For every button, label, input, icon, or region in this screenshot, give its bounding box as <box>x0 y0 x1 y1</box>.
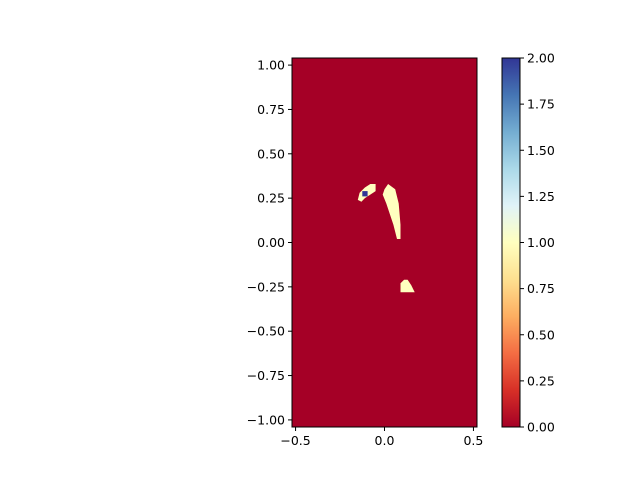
y-tick-label: −0.75 <box>247 368 285 383</box>
heatmap-background <box>292 58 477 427</box>
colorbar-tick-label: 2.00 <box>527 51 555 66</box>
heatmap-region-1 <box>362 191 368 197</box>
colorbar-tick-label: 0.25 <box>527 373 555 388</box>
colorbar-tick-label: 0.75 <box>527 281 555 296</box>
x-tick-label: −0.5 <box>280 433 310 448</box>
y-tick-label: −0.50 <box>247 324 285 339</box>
y-tick-label: 1.00 <box>257 58 285 73</box>
y-tick-label: 0.50 <box>257 146 285 161</box>
y-tick-label: −0.25 <box>247 279 285 294</box>
x-tick-label: 0.0 <box>375 433 395 448</box>
colorbar-tick-label: 0.50 <box>527 327 555 342</box>
y-tick-label: −1.00 <box>247 412 285 427</box>
heatmap-region-3 <box>400 279 415 293</box>
colorbar-tick-label: 1.25 <box>527 189 555 204</box>
colorbar-tick-label: 1.00 <box>527 235 555 250</box>
y-tick-label: 0.25 <box>257 191 285 206</box>
x-tick-label: 0.5 <box>463 433 483 448</box>
colorbar-axes: 0.00 0.25 0.50 0.75 1.00 1.25 1.50 1.75 2.00 <box>501 51 555 435</box>
colorbar <box>501 57 521 428</box>
colorbar-tick-label: 1.50 <box>527 143 555 158</box>
colorbar-tick-label: 1.75 <box>527 97 555 112</box>
heatmap-axes: −0.5 0.0 0.5 1.00 0.75 0.50 0.25 0.00 −0.25 −0.50… <box>247 57 483 448</box>
y-tick-label: 0.00 <box>257 235 285 250</box>
y-tick-label: 0.75 <box>257 102 285 117</box>
heatmap-region-2 <box>382 184 401 239</box>
colorbar-tick-label: 0.00 <box>527 420 555 435</box>
